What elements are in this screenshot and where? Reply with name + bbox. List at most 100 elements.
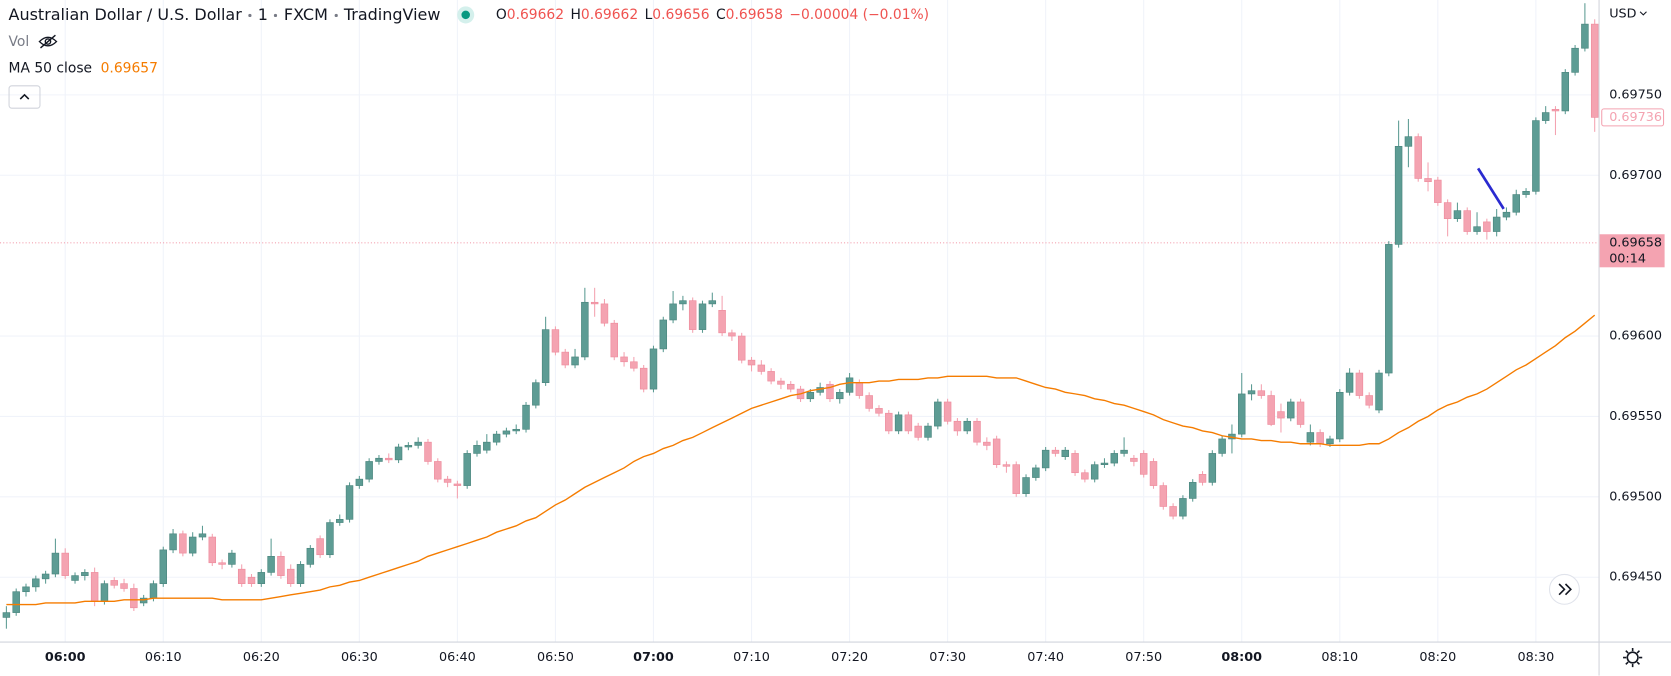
candle-body (208, 536, 217, 564)
settings-button[interactable] (1623, 647, 1643, 668)
candle-body (728, 332, 736, 337)
drawing-trend-line[interactable] (1476, 167, 1505, 210)
y-tick-label: 0.69750 (1609, 87, 1662, 102)
separator (248, 13, 252, 17)
symbol-legend: Australian Dollar / U.S. Dollar 1 FXCM T… (9, 5, 930, 24)
candle-body (1179, 498, 1187, 517)
candle-body (737, 335, 746, 361)
candle-body (100, 583, 109, 602)
x-tick-label: 06:30 (341, 650, 378, 665)
candle-body (1561, 72, 1570, 112)
candle-body (1002, 464, 1011, 467)
x-tick-label: 06:10 (145, 650, 182, 665)
candle-body (747, 359, 756, 366)
candle-body (286, 568, 295, 584)
x-tick-label: 06:20 (243, 650, 280, 665)
x-tick-label: 08:30 (1517, 650, 1554, 665)
grid (0, 0, 1599, 642)
x-tick-label: 06:00 (45, 650, 86, 665)
candle-body (81, 572, 89, 576)
scroll-to-realtime-button[interactable] (1548, 573, 1580, 605)
ma-name: MA 50 close (8, 60, 93, 77)
source: TradingView (343, 5, 441, 25)
market-status (461, 10, 471, 20)
candle-body (1012, 464, 1020, 494)
candle-body (610, 322, 618, 358)
candle-body (1453, 210, 1462, 219)
candle-body (787, 383, 795, 390)
candle-body (845, 377, 854, 393)
candle-body (943, 401, 952, 422)
candle-body (61, 552, 69, 576)
candle-body (532, 382, 540, 406)
candle-body (1110, 453, 1119, 464)
moving-average-line (6, 314, 1596, 606)
candle-body (1394, 145, 1403, 245)
ma-value: 0.69657 (100, 60, 158, 77)
candle-body (277, 556, 285, 576)
chevron-up (19, 93, 30, 100)
candle-body (12, 591, 20, 613)
candle-body (630, 361, 638, 369)
candle-body (1336, 392, 1344, 440)
candle-body (169, 533, 177, 551)
candle-body (218, 562, 226, 565)
volume-legend: Vol (9, 33, 60, 50)
candle-body (502, 430, 511, 435)
candle-body (188, 536, 197, 554)
y-tick-label: 0.69550 (1609, 409, 1662, 424)
candle-body (698, 303, 707, 330)
candle-body (983, 441, 991, 446)
candle-body (522, 404, 530, 430)
candle-body (1326, 438, 1334, 445)
last-close-label: 0.69736 (1609, 110, 1662, 125)
candle-body (2, 612, 11, 618)
candle-body (1130, 457, 1138, 462)
candle-body (855, 382, 864, 396)
x-tick-label: 06:40 (439, 650, 476, 665)
currency: USD (1609, 6, 1636, 21)
candle-body (688, 300, 697, 330)
candle-body (1473, 226, 1481, 232)
candle-body (385, 457, 393, 461)
candle-body (679, 300, 687, 305)
candle-body (561, 351, 569, 366)
x-tick-label: 08:10 (1321, 650, 1358, 665)
candle-body (914, 425, 922, 438)
candle-body (1355, 372, 1364, 396)
change: −0.00004 (−0.01%) (789, 6, 930, 23)
currency-caret (1639, 11, 1647, 16)
hidden-eye-icon[interactable] (38, 33, 59, 50)
candle-body (326, 522, 334, 556)
candle-body (924, 425, 932, 438)
candle-body (1100, 462, 1109, 465)
y-tick-label: 0.69450 (1609, 570, 1662, 585)
candle-body (404, 445, 413, 448)
current-price-box (1599, 234, 1665, 268)
candle-body (110, 580, 118, 586)
candle-body (1512, 194, 1520, 213)
candle-body (237, 568, 246, 584)
x-tick-label: 07:00 (633, 650, 674, 665)
candle-body (1287, 401, 1295, 419)
ohlc-values: O 0.69662 H 0.69662 L 0.69656 C 0.69658 (489, 6, 783, 23)
x-tick-label: 07:50 (1125, 650, 1162, 665)
candle-body (708, 300, 717, 305)
candle-body (649, 348, 658, 390)
candle-body (316, 538, 324, 556)
candle-body (1316, 432, 1324, 445)
last-close-label-box (1601, 108, 1665, 127)
candle-body (904, 414, 913, 432)
candle-body (826, 383, 834, 400)
candle-body (875, 408, 883, 414)
candle-body (1081, 472, 1089, 480)
plot (2, 3, 1599, 629)
symbol[interactable]: Australian Dollar / U.S. Dollar (8, 5, 242, 25)
ohlc-key: L (644, 6, 653, 23)
collapse-legend-button[interactable] (8, 85, 41, 109)
candle-body (1296, 401, 1305, 425)
countdown: 00:14 (1609, 251, 1646, 266)
candle-body (836, 392, 844, 400)
